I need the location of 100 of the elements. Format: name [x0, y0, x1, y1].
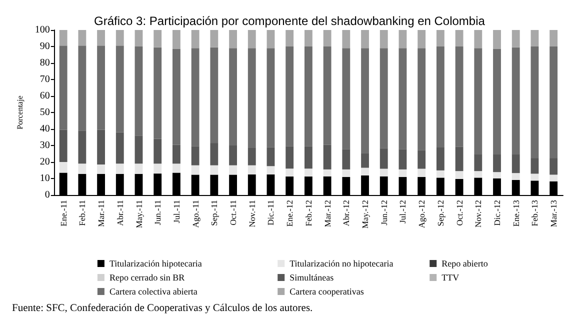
- bar: [286, 30, 294, 46]
- bar: [154, 138, 162, 164]
- bar: [134, 30, 143, 46]
- bar: [474, 48, 482, 154]
- x-tick-label: Feb.-13: [530, 200, 540, 226]
- bar: [361, 153, 369, 168]
- bar: [418, 48, 426, 150]
- bar: [361, 30, 369, 48]
- y-tick-label: 90: [40, 41, 50, 52]
- bar: [436, 170, 444, 178]
- bar: [512, 154, 520, 174]
- bar: [248, 148, 256, 166]
- bar: [97, 164, 105, 174]
- bar: [59, 30, 68, 46]
- bar: [210, 47, 218, 144]
- bar: [286, 168, 294, 177]
- x-tick-label: Mar.-13: [548, 200, 559, 228]
- bar: [455, 30, 464, 46]
- bar: [398, 149, 407, 170]
- bar: [172, 48, 180, 145]
- bar: [78, 30, 86, 46]
- bar: [304, 146, 312, 169]
- bar: [97, 130, 105, 164]
- x-tick-label: Jun.-11: [152, 200, 163, 225]
- x-tick-label: Oct.-12: [454, 200, 464, 226]
- bar: [398, 169, 407, 178]
- bar: [266, 147, 275, 166]
- bar: [266, 48, 275, 148]
- legend-label: Repo cerrado sin BR: [109, 272, 185, 282]
- bar: [323, 46, 332, 145]
- bar: [455, 171, 464, 179]
- legend-label: Repo abierto: [442, 258, 488, 268]
- y-tick-label: 100: [34, 24, 50, 36]
- bar: [304, 30, 312, 46]
- bar: [342, 169, 350, 178]
- x-tick-label: Ene.-12: [284, 200, 295, 227]
- x-tick-label: Jun.-12: [378, 200, 389, 226]
- bar: [455, 146, 464, 172]
- bar: [512, 173, 520, 180]
- bar: [248, 165, 256, 174]
- bar: [512, 47, 520, 154]
- bar: [172, 30, 180, 49]
- y-tick-label: 60: [40, 90, 50, 102]
- bar: [154, 30, 162, 48]
- bar: [323, 169, 332, 176]
- bar: [418, 30, 426, 48]
- bar: [191, 48, 200, 146]
- bar: [97, 30, 105, 46]
- bar: [418, 150, 426, 169]
- bar: [361, 48, 369, 154]
- legend-label: Cartera cooperativas: [290, 286, 364, 296]
- bar: [248, 48, 256, 148]
- bar: [134, 164, 143, 174]
- bar: [210, 30, 218, 48]
- bar: [191, 165, 200, 175]
- y-tick-label: 40: [40, 124, 50, 134]
- bar: [286, 46, 294, 146]
- y-tick-label: 0: [44, 190, 50, 200]
- bar: [172, 144, 180, 164]
- x-tick-label: Feb.-11: [77, 200, 88, 226]
- x-tick-label: Jul.-12: [398, 200, 408, 224]
- bar: [229, 48, 237, 146]
- bar: [323, 144, 332, 170]
- bar: [266, 30, 275, 48]
- legend-label: Simultáneas: [290, 272, 334, 282]
- bar: [530, 174, 539, 181]
- x-tick-label: May.-12: [360, 200, 370, 228]
- x-tick-label: Ene.-13: [510, 200, 521, 227]
- x-tick-label: Abr.-12: [341, 200, 352, 226]
- x-tick-label: Mar.-11: [96, 200, 106, 227]
- bar: [474, 171, 482, 178]
- bar: [229, 30, 237, 48]
- bar: [210, 143, 218, 166]
- x-tick-label: Ago.-12: [416, 200, 427, 228]
- bar: [210, 165, 218, 175]
- x-tick-label: Mar.-12: [322, 200, 332, 228]
- bar: [342, 48, 350, 150]
- x-tick-label: Ago.-11: [190, 200, 200, 228]
- bar: [266, 166, 275, 174]
- x-tick-label: Nov.-11: [246, 200, 257, 228]
- x-tick-label: Feb.-12: [303, 200, 314, 226]
- bar: [418, 168, 426, 178]
- bar: [229, 165, 237, 175]
- bar: [97, 46, 105, 130]
- bar: [59, 162, 68, 173]
- bar: [78, 130, 86, 164]
- bar: [436, 30, 444, 46]
- x-tick-label: Dic.-12: [492, 200, 502, 226]
- bar: [436, 147, 444, 170]
- bar: [191, 146, 200, 166]
- chart-title: Gráfico 3: Participación por componente del shadowbanking en Colombia: [94, 14, 486, 28]
- bar: [323, 30, 332, 46]
- bar: [380, 168, 388, 176]
- bar: [361, 168, 369, 176]
- bar: [493, 30, 501, 49]
- bar: [229, 146, 237, 166]
- bar: [530, 46, 539, 158]
- bar: [134, 136, 143, 164]
- bar: [493, 154, 501, 172]
- bar: [398, 48, 407, 150]
